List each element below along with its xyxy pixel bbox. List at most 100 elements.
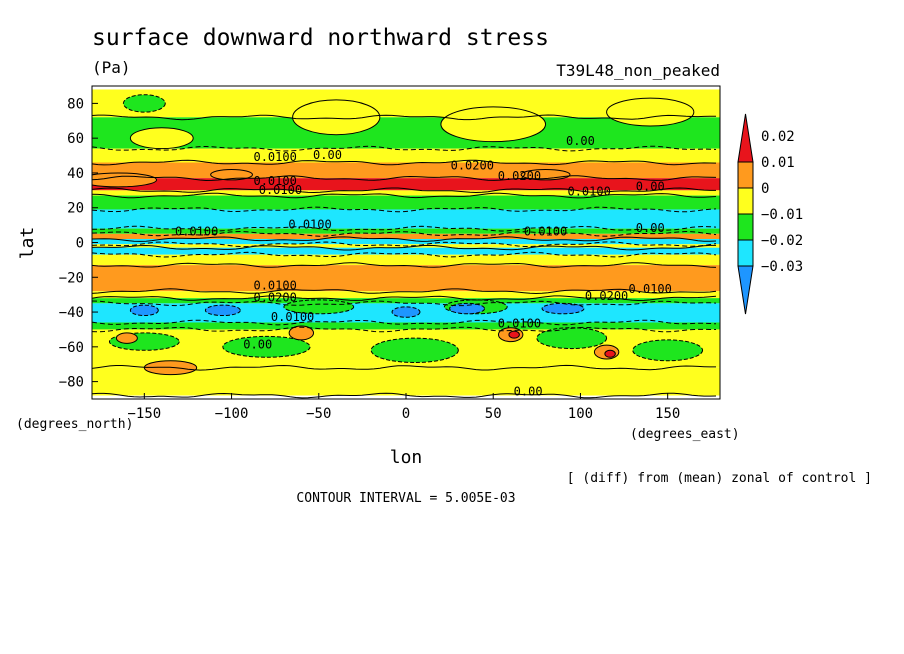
contour-label: 0.00 — [636, 179, 665, 193]
colorbar-swatch — [737, 161, 754, 189]
y-tick-label: −60 — [59, 340, 84, 356]
y-tick-label: 40 — [67, 166, 84, 182]
contour-feature — [292, 99, 381, 136]
zonal-band — [92, 162, 720, 179]
contour-feature — [204, 304, 241, 317]
zonal-band — [92, 298, 720, 304]
contour-label: 0.0100 — [253, 278, 296, 292]
contour-line — [92, 114, 716, 121]
contour-line — [92, 192, 717, 199]
contour-label: 0.0100 — [253, 174, 296, 188]
contour-line — [92, 319, 717, 326]
x-tick-label: 0 — [402, 406, 410, 422]
x-tick-label: −50 — [306, 406, 331, 422]
contour-line — [92, 230, 717, 237]
x-tick-label: 150 — [655, 406, 680, 422]
footer-note: [ (diff) from (mean) zonal of control ] — [567, 471, 872, 486]
contour-feature — [129, 127, 194, 150]
colorbar-label: −0.03 — [761, 259, 803, 275]
contour-feature — [288, 325, 315, 341]
experiment-label: T39L48_non_peaked — [556, 61, 720, 80]
contour-label: 0.0100 — [175, 225, 218, 239]
zonal-band — [92, 247, 720, 255]
y-tick-label: −20 — [59, 270, 84, 286]
zonal-band — [92, 239, 720, 245]
y-axis-label: lat — [17, 227, 38, 260]
contour-line — [92, 288, 717, 295]
contour-line — [92, 392, 717, 399]
contour-lines — [92, 114, 717, 399]
x-tick-label: 50 — [485, 406, 502, 422]
contour-feature — [604, 349, 616, 358]
contour-label: 0.0100 — [271, 310, 314, 324]
contour-line — [92, 364, 716, 371]
contour-label: 0.0100 — [567, 185, 610, 199]
zonal-band — [92, 291, 720, 299]
colorbar-label: 0.02 — [761, 129, 795, 145]
contour-line — [92, 262, 717, 268]
contour-line — [92, 326, 716, 333]
colorbar-swatch — [737, 113, 754, 163]
colorbar-swatch — [737, 213, 754, 241]
zonal-band — [92, 322, 720, 330]
contour-line — [92, 187, 716, 194]
contour-feature — [606, 97, 695, 127]
zonal-band — [92, 209, 720, 229]
contour-label: 0.0200 — [585, 289, 628, 303]
contour-feature — [370, 337, 459, 363]
x-axis-ticks: −150 −100 −50 0 50 100 150 — [127, 393, 680, 422]
contour-label: 0.0100 — [498, 317, 541, 331]
contour-line — [92, 225, 717, 232]
contour-label: 0.0100 — [288, 218, 331, 232]
chart-title: surface downward northward stress — [92, 25, 549, 51]
contour-line — [92, 206, 717, 213]
x-axis-label: lon — [390, 447, 423, 468]
contour-feature — [129, 304, 159, 317]
contour-label: 0.00 — [313, 148, 342, 162]
contour-label: 0.0200 — [253, 291, 296, 305]
colorbar-swatch — [737, 239, 754, 267]
contour-features — [92, 94, 704, 376]
x-units-label: (degrees_east) — [630, 427, 740, 442]
colorbar-swatch — [737, 187, 754, 215]
contour-label: 0.00 — [566, 134, 595, 148]
zonal-band — [92, 254, 720, 266]
zonal-band — [92, 228, 720, 234]
zonal-band — [92, 367, 720, 396]
contour-line — [92, 295, 717, 302]
contour-label: 0.0100 — [629, 282, 672, 296]
zonal-band — [92, 265, 720, 292]
contour-line — [92, 300, 717, 307]
colorbar-label: 0 — [761, 181, 769, 197]
zonal-band — [92, 148, 720, 163]
y-tick-label: −40 — [59, 305, 84, 321]
x-tick-label: −100 — [215, 406, 249, 422]
y-tick-label: 80 — [67, 96, 84, 112]
zonal-band — [92, 117, 720, 149]
y-axis-ticks: 80 60 40 20 0 −20 −40 −60 −80 — [59, 96, 98, 391]
contour-label: 0.0100 — [524, 225, 567, 239]
zonal-band — [92, 190, 720, 196]
contour-label: 0.0100 — [253, 150, 296, 164]
contour-feature — [210, 168, 253, 181]
contour-line — [92, 159, 717, 166]
contour-feature — [508, 330, 520, 339]
contour-line — [92, 236, 717, 242]
contour-line — [92, 251, 717, 258]
y-tick-label: 20 — [67, 201, 84, 217]
contour-line — [92, 145, 717, 152]
colorbar: 0.02 0.01 0 −0.01 −0.02 −0.03 — [737, 113, 803, 315]
contour-feature — [391, 306, 421, 318]
contour-feature — [541, 302, 585, 315]
x-tick-label: −150 — [127, 406, 161, 422]
chart-units: (Pa) — [92, 58, 131, 77]
zonal-bands — [92, 89, 720, 396]
contour-label: 0.00 — [636, 221, 665, 235]
contour-feature — [536, 327, 608, 350]
colorbar-swatch — [737, 265, 754, 315]
zonal-band — [92, 178, 720, 191]
contour-feature — [449, 302, 485, 315]
contour-feature — [115, 332, 138, 344]
